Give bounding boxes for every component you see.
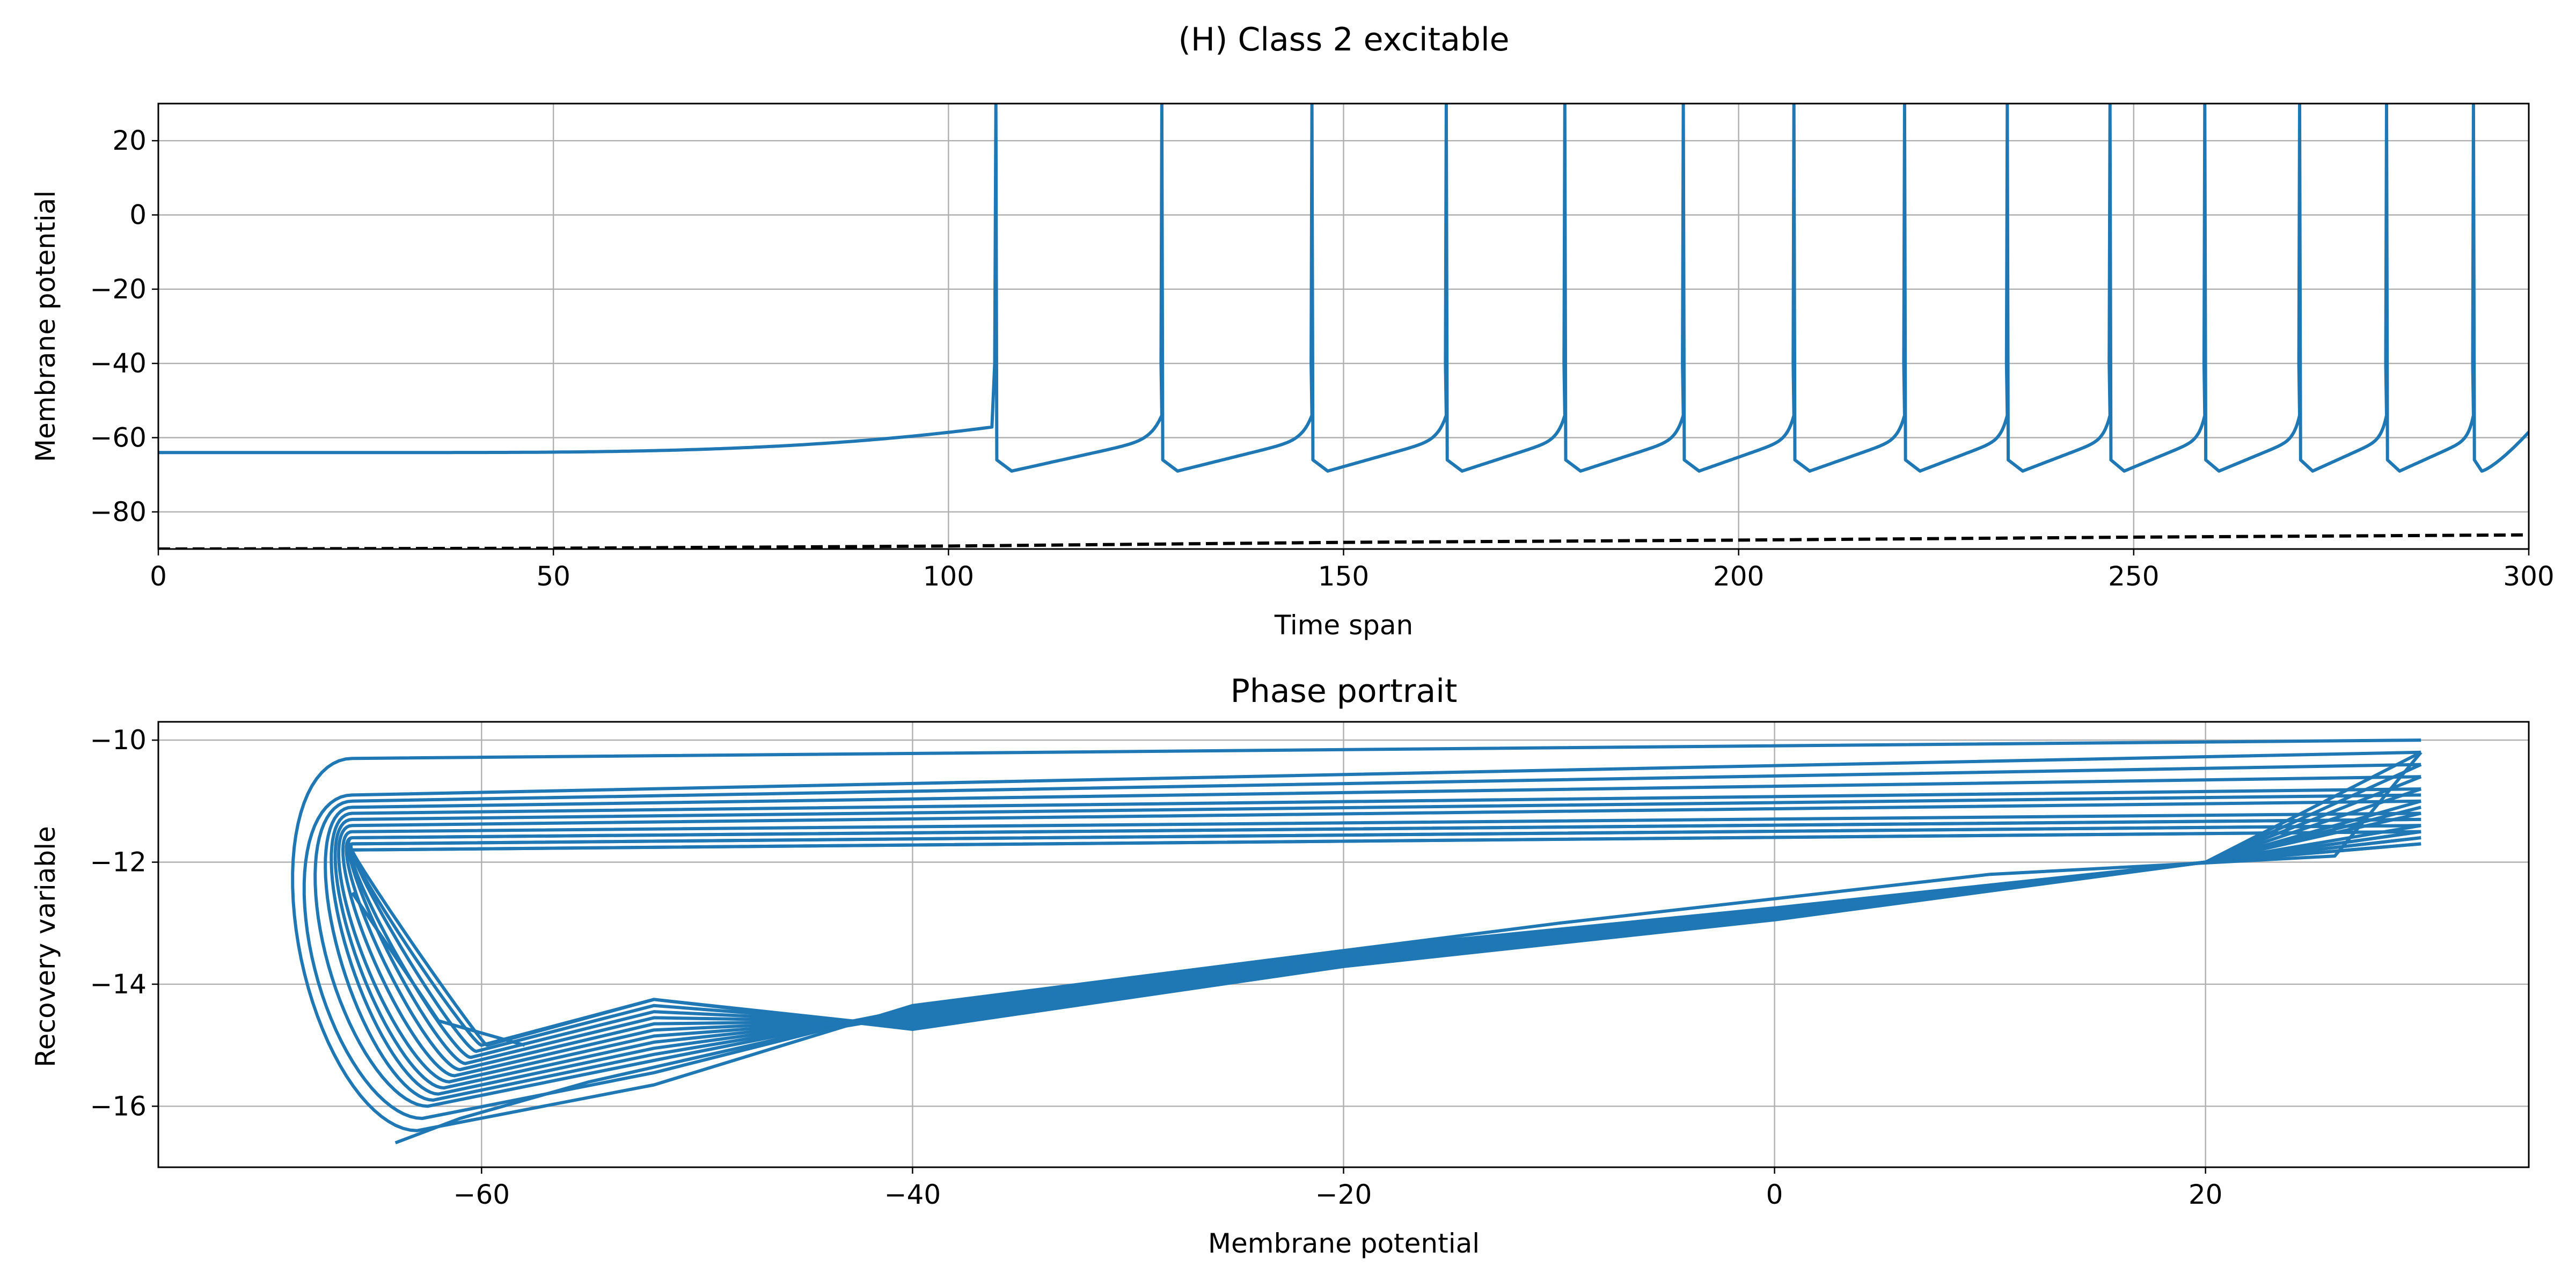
membrane-potential-line (158, 104, 2529, 473)
x-tick-label: 300 (2503, 561, 2554, 592)
phase-portrait-title: Phase portrait (1231, 672, 1458, 710)
phase-loop (302, 750, 2422, 1120)
phase-portrait-ticks: −60 −40 −20 0 20 −16 −14 −12 −10 (90, 724, 2222, 1210)
time-series-grid (157, 104, 2530, 549)
time-series-chart: 0 50 100 150 200 250 300 −80 −60 −40 −20 0 20 Time s… (30, 103, 2555, 641)
phase-first-min-segment (350, 891, 525, 1047)
x-tick-label: −20 (1315, 1179, 1372, 1210)
y-tick-label: −10 (90, 724, 147, 756)
x-tick-label: −60 (453, 1179, 510, 1210)
phase-portrait-y-label: Recovery variable (30, 826, 61, 1067)
x-tick-label: 20 (2189, 1179, 2223, 1210)
x-tick-label: 250 (2108, 561, 2159, 592)
time-series-ticks: 0 50 100 150 200 250 300 −80 −60 −40 −20 0 20 (90, 125, 2554, 592)
phase-initial-transient (394, 751, 2423, 1145)
phase-loop (330, 787, 2422, 1096)
time-series-x-label: Time span (1274, 610, 1413, 641)
y-tick-label: −14 (90, 969, 147, 1000)
phase-portrait-lines (291, 738, 2423, 1145)
y-tick-label: −40 (90, 348, 147, 379)
phase-loop (313, 763, 2422, 1108)
y-tick-label: −60 (90, 422, 147, 453)
x-tick-label: 100 (923, 561, 974, 592)
x-tick-label: −40 (884, 1179, 941, 1210)
y-tick-label: −16 (90, 1091, 147, 1122)
phase-portrait-grid (158, 722, 2529, 1167)
phase-portrait-x-label: Membrane potential (1208, 1228, 1480, 1259)
time-series-y-label: Membrane potential (30, 191, 61, 462)
phase-portrait-chart: −60 −40 −20 0 20−16−14−12−10 Phase portrait … (30, 672, 2530, 1259)
phase-loop (345, 817, 2421, 1072)
x-tick-label: 0 (1766, 1179, 1783, 1210)
figure-title: (H) Class 2 excitable (1178, 21, 1509, 58)
x-tick-label: 0 (150, 561, 167, 592)
phase-loop (341, 811, 2421, 1078)
phase-loop (337, 799, 2421, 1084)
phase-loop (350, 830, 2421, 1047)
phase-loop (350, 830, 2421, 1047)
y-tick-label: 20 (112, 125, 147, 156)
x-tick-label: 50 (536, 561, 570, 592)
y-tick-label: 0 (129, 200, 147, 231)
y-tick-label: −80 (90, 496, 147, 528)
y-tick-label: −12 (90, 847, 147, 878)
y-tick-label: −20 (90, 274, 147, 305)
x-tick-label: 200 (1713, 561, 1764, 592)
phase-loop (333, 793, 2421, 1090)
x-tick-label: 150 (1318, 561, 1369, 592)
phase-loop (324, 775, 2422, 1102)
phase-loop (291, 738, 2422, 1132)
